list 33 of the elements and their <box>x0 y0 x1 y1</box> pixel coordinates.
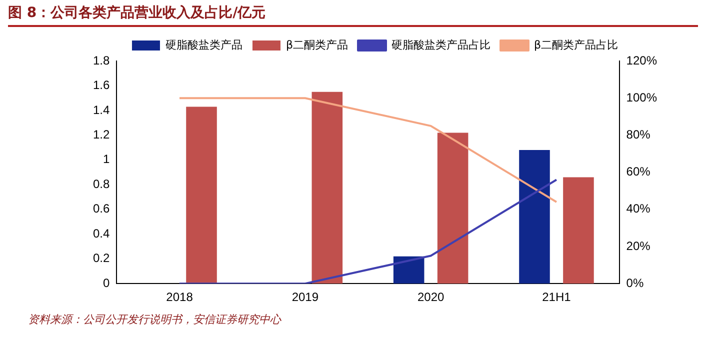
bar <box>312 92 343 284</box>
legend-label: 硬脂酸盐类产品占比 <box>392 38 490 52</box>
y-tick-label: 0.8 <box>92 176 110 191</box>
bar <box>186 106 217 284</box>
bar <box>563 177 594 284</box>
y-tick-label: 0.6 <box>92 202 110 216</box>
y-tick-label: 0.4 <box>92 226 110 240</box>
y2-tick-label: 100% <box>626 90 658 104</box>
y-tick-label: 1 <box>102 152 110 166</box>
y-tick-label: 1.2 <box>92 128 110 142</box>
bar <box>437 132 468 284</box>
text: 资料来源：公司公开发行说明书，安信证券研究中心 <box>28 312 281 327</box>
y-tick-label: 1.6 <box>92 78 110 92</box>
y-tick-label: 1.8 <box>92 53 110 68</box>
y-tick-label: 0 <box>102 276 110 290</box>
y2-tick-label: 20% <box>626 238 651 253</box>
x-tick-label: 2019 <box>292 290 319 304</box>
legend-label: β二酮类产品占比 <box>534 38 618 52</box>
y2-tick-label: 0% <box>626 276 644 290</box>
chart-title: 图 8：公司各类产品营业收入及占比/亿元 <box>8 4 698 27</box>
x-tick-label: 2020 <box>417 290 444 304</box>
bar <box>519 150 550 284</box>
y-tick-label: 1.4 <box>92 102 110 117</box>
legend-label: β二酮类产品 <box>286 38 348 52</box>
legend-label: 硬脂酸盐类产品 <box>165 38 242 52</box>
y2-tick-label: 60% <box>626 164 651 179</box>
x-tick-label: 2018 <box>166 290 194 304</box>
y2-tick-label: 120% <box>626 53 658 68</box>
y2-tick-label: 80% <box>626 128 651 142</box>
x-tick-label: 21H1 <box>542 290 572 304</box>
y2-tick-label: 40% <box>626 202 651 216</box>
bar <box>393 256 424 284</box>
y-tick-label: 0.2 <box>92 251 110 266</box>
